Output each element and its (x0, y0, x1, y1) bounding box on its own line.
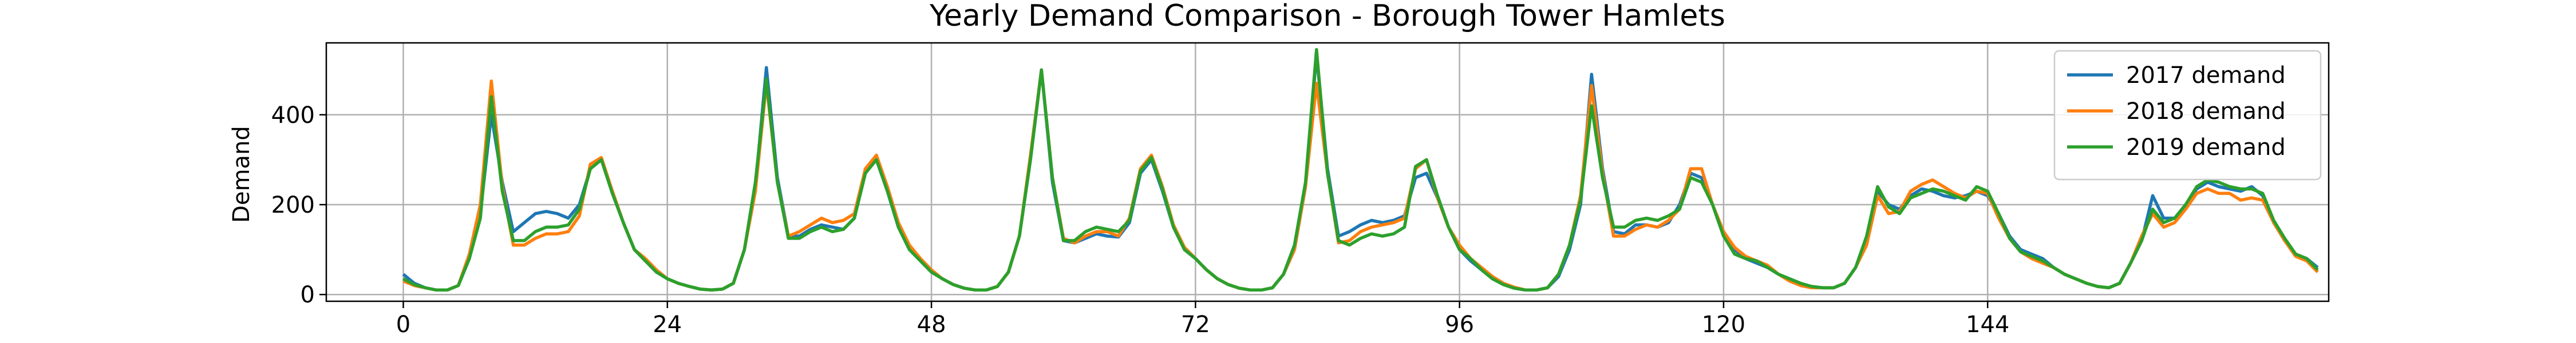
legend: 2017 demand 2018 demand 2019 demand (2053, 50, 2322, 181)
x-tick-label: 96 (1445, 312, 1474, 338)
y-tick-label: 0 (301, 282, 315, 308)
x-tick-label: 144 (1966, 312, 2009, 338)
chart-title: Yearly Demand Comparison - Borough Tower… (929, 0, 1725, 33)
x-tick-label: 48 (917, 312, 946, 338)
legend-box (2053, 50, 2322, 181)
x-tick-label: 0 (396, 312, 410, 338)
legend-label-2: 2018 demand (2126, 98, 2286, 125)
x-tick-label: 24 (653, 312, 682, 338)
plot-area-frame (325, 42, 2330, 302)
legend-label-1: 2017 demand (2126, 62, 2286, 89)
series-line-3 (402, 48, 2319, 292)
series-layer (402, 48, 2319, 292)
x-tick-label: 72 (1181, 312, 1210, 338)
y-axis: 0 200 400 (271, 102, 326, 308)
y-tick-label: 200 (271, 192, 315, 218)
y-tick-label: 400 (271, 102, 315, 129)
y-axis-label: Demand (228, 126, 255, 223)
x-axis: 0 24 48 72 96 120 144 (396, 301, 2009, 338)
legend-label-3: 2019 demand (2126, 134, 2286, 161)
x-tick-label: 120 (1702, 312, 1745, 338)
